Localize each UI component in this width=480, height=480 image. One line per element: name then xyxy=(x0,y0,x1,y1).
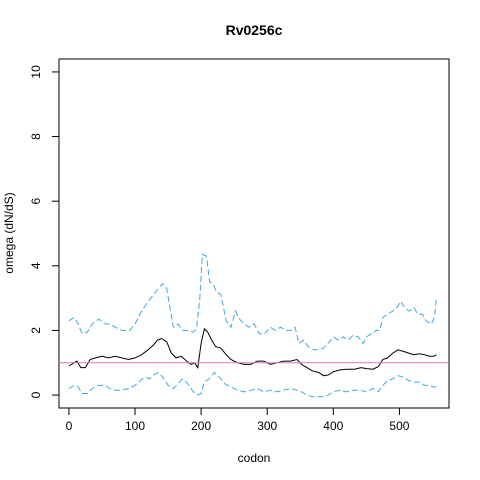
y-tick-label: 8 xyxy=(29,133,43,140)
chart-title: Rv0256c xyxy=(226,22,283,38)
x-tick-label: 0 xyxy=(66,419,73,433)
y-axis-label: omega (dN/dS) xyxy=(2,192,16,273)
series-line-upper xyxy=(68,253,437,351)
y-tick-label: 6 xyxy=(29,198,43,205)
series-line-lower xyxy=(68,371,437,398)
y-tick-label: 2 xyxy=(29,327,43,334)
y-tick-label: 0 xyxy=(29,391,43,398)
y-tick-label: 4 xyxy=(29,262,43,269)
x-axis: 0 100 200 300 400 500 xyxy=(66,407,410,433)
y-tick-label: 10 xyxy=(29,65,43,79)
y-axis: 0 2 4 6 8 10 xyxy=(29,65,60,398)
series-line-estimate xyxy=(68,327,437,377)
x-tick-label: 500 xyxy=(389,419,409,433)
x-axis-label: codon xyxy=(238,451,271,465)
x-tick-label: 100 xyxy=(125,419,145,433)
x-tick-label: 300 xyxy=(257,419,277,433)
x-tick-label: 200 xyxy=(191,419,211,433)
series-layer xyxy=(59,253,449,398)
x-tick-label: 400 xyxy=(323,419,343,433)
